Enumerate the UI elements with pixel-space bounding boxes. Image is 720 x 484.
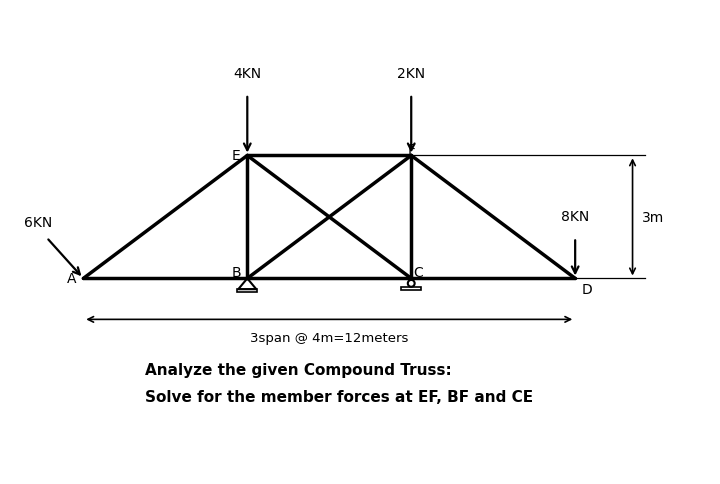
Text: Analyze the given Compound Truss:: Analyze the given Compound Truss: bbox=[145, 363, 451, 378]
Text: 8KN: 8KN bbox=[561, 210, 589, 224]
Text: B: B bbox=[232, 266, 241, 280]
Bar bbox=[238, 289, 257, 293]
Text: 2KN: 2KN bbox=[397, 66, 426, 80]
Text: C: C bbox=[413, 266, 423, 280]
Text: F: F bbox=[407, 143, 415, 157]
Text: 3m: 3m bbox=[642, 211, 664, 225]
Text: 3span @ 4m=12meters: 3span @ 4m=12meters bbox=[250, 331, 408, 344]
Text: A: A bbox=[66, 272, 76, 286]
Bar bbox=[401, 287, 421, 290]
Text: 6KN: 6KN bbox=[24, 216, 53, 230]
Text: 4KN: 4KN bbox=[233, 66, 261, 80]
Text: D: D bbox=[581, 283, 592, 297]
Text: E: E bbox=[231, 149, 240, 163]
Text: Solve for the member forces at EF, BF and CE: Solve for the member forces at EF, BF an… bbox=[145, 389, 533, 404]
